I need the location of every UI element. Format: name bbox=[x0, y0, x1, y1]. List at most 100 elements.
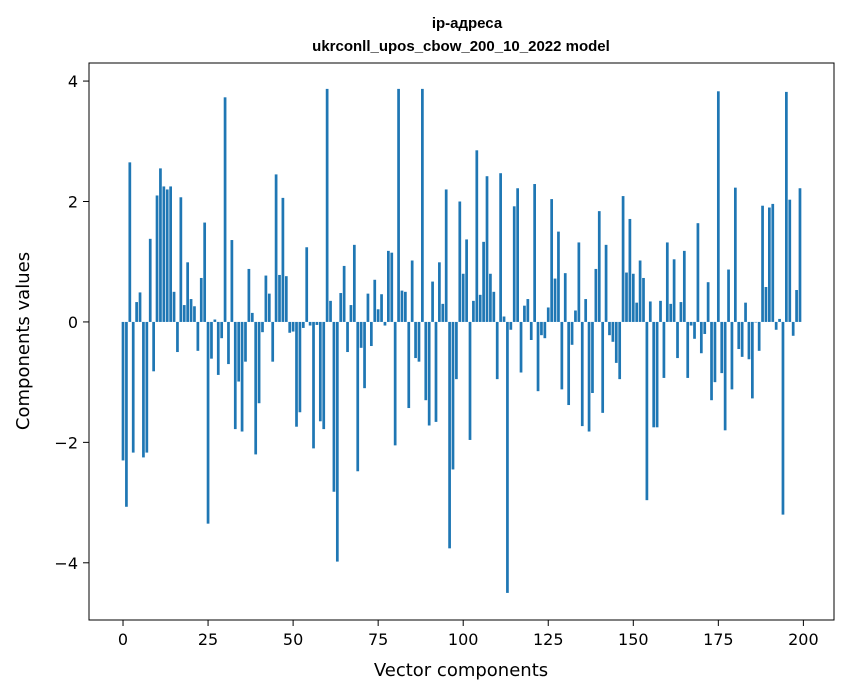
bar-116 bbox=[516, 188, 519, 322]
bar-31 bbox=[227, 321, 230, 365]
bar-2 bbox=[128, 162, 132, 322]
bar-187 bbox=[757, 321, 761, 351]
bar-37 bbox=[247, 268, 251, 322]
bar-52 bbox=[298, 321, 302, 413]
bar-78 bbox=[387, 250, 390, 322]
bar-47 bbox=[281, 197, 285, 322]
bar-50 bbox=[291, 321, 295, 332]
bar-154 bbox=[645, 321, 649, 501]
bar-139 bbox=[594, 268, 598, 322]
bar-56 bbox=[312, 321, 315, 449]
bar-33 bbox=[233, 321, 237, 430]
bar-69 bbox=[356, 321, 360, 472]
bar-46 bbox=[278, 274, 281, 322]
y-tick-label: 4 bbox=[68, 72, 78, 91]
bar-135 bbox=[580, 321, 584, 427]
bar-136 bbox=[584, 299, 588, 322]
bar-174 bbox=[713, 321, 717, 383]
bar-152 bbox=[638, 260, 642, 322]
x-tick-label: 175 bbox=[703, 630, 734, 649]
bar-146 bbox=[618, 321, 622, 380]
bar-117 bbox=[519, 321, 523, 373]
bar-130 bbox=[563, 273, 567, 322]
bar-133 bbox=[574, 310, 577, 322]
bar-28 bbox=[216, 321, 220, 375]
bar-22 bbox=[196, 321, 200, 351]
bar-167 bbox=[689, 321, 693, 326]
bar-88 bbox=[421, 88, 424, 322]
bar-106 bbox=[482, 241, 485, 322]
bar-13 bbox=[165, 189, 169, 322]
bar-193 bbox=[778, 318, 781, 322]
bar-3 bbox=[131, 321, 135, 453]
bar-149 bbox=[628, 218, 632, 322]
bar-67 bbox=[349, 305, 353, 322]
bar-129 bbox=[560, 321, 564, 390]
bar-112 bbox=[502, 316, 506, 322]
bar-84 bbox=[407, 321, 411, 409]
bar-150 bbox=[631, 273, 635, 322]
bar-62 bbox=[332, 321, 336, 492]
y-tick-label: −4 bbox=[54, 554, 78, 573]
bar-123 bbox=[540, 321, 543, 336]
bar-61 bbox=[329, 300, 332, 322]
bar-120 bbox=[529, 321, 533, 340]
x-tick-label: 100 bbox=[448, 630, 479, 649]
bar-77 bbox=[383, 321, 387, 326]
bar-192 bbox=[774, 321, 778, 330]
bar-82 bbox=[400, 290, 404, 322]
bar-59 bbox=[322, 321, 326, 430]
bar-9 bbox=[152, 321, 155, 372]
bar-92 bbox=[434, 321, 438, 422]
x-tick-label: 150 bbox=[618, 630, 649, 649]
bar-158 bbox=[659, 300, 662, 322]
bar-63 bbox=[335, 321, 339, 562]
bar-42 bbox=[264, 275, 268, 322]
bar-166 bbox=[686, 321, 690, 378]
bar-15 bbox=[172, 291, 176, 322]
bar-24 bbox=[203, 222, 207, 322]
bar-68 bbox=[352, 244, 356, 322]
bar-137 bbox=[587, 321, 591, 432]
bar-140 bbox=[597, 211, 601, 322]
bar-27 bbox=[213, 319, 217, 322]
bar-107 bbox=[485, 176, 489, 322]
plot-area bbox=[89, 63, 834, 620]
bar-143 bbox=[608, 321, 611, 336]
bar-102 bbox=[468, 321, 472, 440]
bar-114 bbox=[509, 321, 513, 330]
bar-0 bbox=[121, 321, 125, 461]
bar-83 bbox=[404, 291, 407, 322]
bar-155 bbox=[648, 301, 652, 322]
bar-168 bbox=[693, 321, 696, 339]
bar-21 bbox=[193, 306, 196, 322]
bar-75 bbox=[376, 309, 380, 322]
bar-164 bbox=[679, 302, 683, 322]
bar-81 bbox=[397, 88, 400, 322]
bar-180 bbox=[733, 187, 737, 322]
bar-7 bbox=[145, 321, 149, 453]
bar-17 bbox=[179, 197, 183, 322]
bar-91 bbox=[431, 281, 434, 322]
bar-176 bbox=[720, 321, 724, 374]
bar-30 bbox=[223, 97, 227, 322]
bar-86 bbox=[414, 321, 417, 359]
bar-60 bbox=[325, 88, 329, 322]
bar-175 bbox=[716, 91, 720, 322]
bar-6 bbox=[142, 321, 145, 458]
bar-127 bbox=[553, 278, 557, 322]
x-tick-label: 200 bbox=[788, 630, 819, 649]
bar-156 bbox=[652, 321, 656, 428]
bar-95 bbox=[444, 189, 448, 322]
bar-20 bbox=[189, 299, 193, 322]
bar-105 bbox=[478, 294, 482, 322]
bar-151 bbox=[635, 302, 639, 322]
bar-87 bbox=[417, 321, 421, 362]
bar-23 bbox=[199, 277, 203, 322]
bar-126 bbox=[550, 199, 554, 322]
bar-79 bbox=[390, 252, 394, 322]
bar-124 bbox=[543, 321, 547, 339]
bar-45 bbox=[274, 174, 278, 322]
bar-54 bbox=[305, 247, 309, 322]
